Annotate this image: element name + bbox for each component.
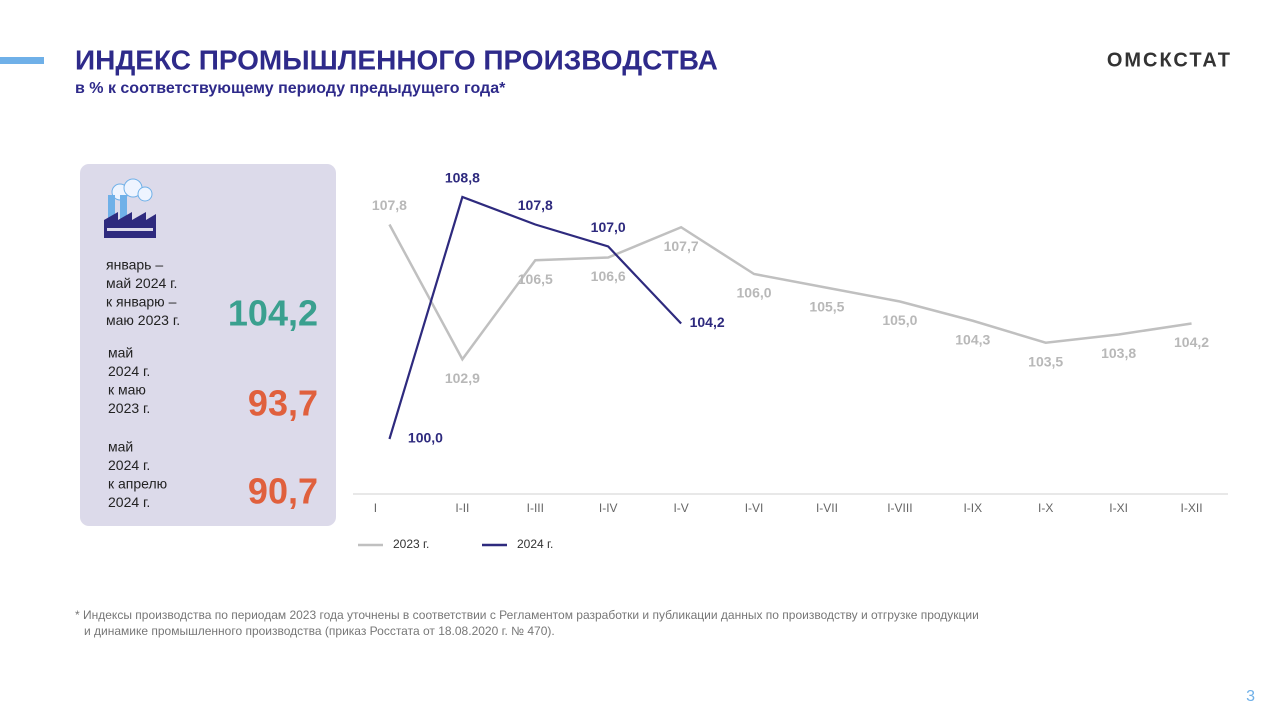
data-label: 103,8 (1101, 345, 1136, 361)
x-tick-label: I-VII (816, 501, 838, 515)
x-tick-label: I-XII (1181, 501, 1203, 515)
data-label: 107,8 (518, 197, 553, 213)
footnote: * Индексы производства по периодам 2023 … (75, 608, 979, 622)
x-tick-label: I-II (455, 501, 469, 515)
panel-caption: январь – (106, 257, 163, 273)
panel-value: 93,7 (248, 383, 318, 424)
panel-value: 90,7 (248, 471, 318, 512)
data-label: 107,0 (591, 219, 626, 235)
data-label: 106,0 (737, 285, 772, 301)
panel-caption: 2023 г. (108, 400, 150, 416)
data-label: 107,8 (372, 197, 407, 213)
x-tick-label: I-V (673, 501, 688, 515)
legend-label: 2023 г. (393, 537, 429, 551)
x-tick-label: I-VIII (887, 501, 912, 515)
panel-caption: май (108, 439, 133, 455)
data-label: 104,3 (955, 331, 990, 347)
data-label: 106,5 (518, 271, 553, 287)
panel-caption: 2024 г. (108, 457, 150, 473)
series-line (388, 223, 1192, 362)
factory-icon (104, 178, 156, 238)
title: ИНДЕКС ПРОМЫШЛЕННОГО ПРОИЗВОДСТВА (75, 44, 718, 75)
accent-bar (0, 57, 44, 64)
data-label: 105,5 (809, 298, 844, 314)
page-number: 3 (1246, 688, 1255, 705)
summary-panel (80, 164, 336, 526)
logo: ОМСКСТАТ (1107, 49, 1232, 71)
data-label: 105,0 (882, 312, 917, 328)
data-label: 100,0 (408, 430, 443, 446)
data-label: 104,2 (1174, 334, 1209, 350)
data-label: 104,2 (690, 314, 725, 330)
series-line (388, 195, 682, 440)
x-tick-label: I-XI (1109, 501, 1128, 515)
panel-caption: май (108, 345, 133, 361)
data-label: 107,7 (664, 238, 699, 254)
legend-label: 2024 г. (517, 537, 553, 551)
footnote: и динамике промышленного производства (п… (84, 624, 555, 638)
panel-caption: маю 2023 г. (106, 312, 180, 328)
panel-caption: к январю – (106, 294, 177, 310)
data-label: 103,5 (1028, 353, 1063, 369)
panel-caption: май 2024 г. (106, 275, 177, 291)
panel-value: 104,2 (228, 293, 318, 334)
panel-caption: 2024 г. (108, 494, 150, 510)
x-tick-label: I-III (527, 501, 544, 515)
data-label: 108,8 (445, 170, 480, 186)
x-tick-label: I-X (1038, 501, 1053, 515)
panel-caption: 2024 г. (108, 363, 150, 379)
panel-caption: к апрелю (108, 476, 167, 492)
subtitle: в % к соответствующему периоду предыдуще… (75, 80, 506, 97)
data-label: 102,9 (445, 370, 480, 386)
x-tick-label: I (374, 501, 377, 515)
x-tick-label: I-VI (745, 501, 764, 515)
x-tick-label: I-IV (599, 501, 618, 515)
x-tick-label: I-IX (963, 501, 982, 515)
panel-caption: к маю (108, 382, 146, 398)
data-label: 106,6 (591, 268, 626, 284)
